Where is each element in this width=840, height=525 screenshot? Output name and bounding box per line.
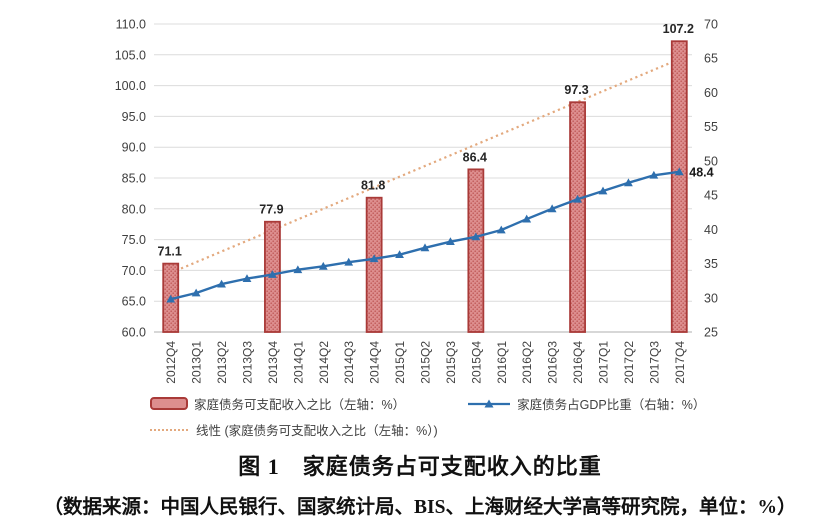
svg-text:50: 50 [704, 154, 718, 168]
svg-text:97.3: 97.3 [564, 83, 588, 97]
svg-text:65.0: 65.0 [122, 295, 146, 309]
svg-text:2013Q4: 2013Q4 [266, 341, 280, 384]
svg-text:86.4: 86.4 [463, 150, 487, 164]
bar-series-swatch-icon [150, 397, 188, 410]
svg-text:2014Q2: 2014Q2 [317, 341, 331, 384]
svg-text:60.0: 60.0 [122, 326, 146, 340]
line-series-swatch-icon [468, 399, 511, 407]
svg-text:25: 25 [704, 326, 718, 340]
svg-text:45: 45 [704, 189, 718, 203]
svg-text:70: 70 [704, 18, 718, 32]
bar-2016Q4 [569, 101, 586, 333]
svg-text:80.0: 80.0 [122, 202, 146, 216]
svg-text:35: 35 [704, 257, 718, 271]
y-axis-right-labels: 25 30 35 40 45 50 55 60 65 70 [704, 18, 718, 340]
trendline-swatch-icon [150, 428, 188, 431]
gridlines [154, 23, 692, 333]
bar-2017Q4 [670, 40, 688, 333]
chart-canvas: 60.0 65.0 70.0 75.0 80.0 85.0 90.0 95.0 100.0 105… [115, 18, 718, 384]
svg-text:60: 60 [704, 86, 718, 100]
svg-text:2017Q1: 2017Q1 [597, 341, 611, 384]
svg-text:85.0: 85.0 [122, 172, 146, 186]
line-series [166, 167, 684, 303]
legend-row-1: 家庭债务可支配收入之比（左轴：%） 家庭债务占GDP比重（右轴：%） [150, 394, 730, 413]
figure-source: （数据来源：中国人民银行、国家统计局、BIS、上海财经大学高等研究院，单位：%） [43, 497, 797, 518]
svg-text:2014Q1: 2014Q1 [291, 341, 305, 384]
svg-text:2013Q1: 2013Q1 [190, 341, 204, 384]
bar-series [162, 40, 688, 333]
bar-2014Q4 [365, 196, 383, 333]
trendline-series [170, 58, 680, 274]
svg-text:2015Q1: 2015Q1 [393, 341, 407, 384]
svg-text:2016Q4: 2016Q4 [571, 341, 585, 384]
svg-text:107.2: 107.2 [663, 22, 694, 36]
legend-item-line: 家庭债务占GDP比重（右轴：%） [467, 394, 705, 413]
figure-title: 图 1 家庭债务占可支配收入的比重 [238, 454, 602, 479]
svg-text:2017Q2: 2017Q2 [622, 341, 636, 384]
svg-text:2015Q2: 2015Q2 [419, 341, 433, 384]
svg-text:65: 65 [704, 52, 718, 66]
svg-text:2015Q3: 2015Q3 [444, 341, 458, 384]
svg-text:2013Q2: 2013Q2 [215, 341, 229, 384]
legend-bar-label: 家庭债务可支配收入之比（左轴：%） [194, 398, 406, 412]
svg-text:2015Q4: 2015Q4 [469, 341, 483, 384]
svg-text:70.0: 70.0 [122, 264, 146, 278]
svg-text:2016Q2: 2016Q2 [520, 341, 534, 384]
svg-text:2014Q4: 2014Q4 [368, 341, 382, 384]
line-end-label: 48.4 [689, 165, 713, 179]
chart-area: 60.0 65.0 70.0 75.0 80.0 85.0 90.0 95.0 100.0 105… [115, 18, 718, 384]
svg-text:40: 40 [704, 223, 718, 237]
svg-text:2016Q1: 2016Q1 [495, 341, 509, 384]
legend-item-trend: 线性 (家庭债务可支配收入之比（左轴：%）) [150, 420, 438, 439]
legend-row-2: 线性 (家庭债务可支配收入之比（左轴：%）) [150, 420, 730, 439]
svg-text:2012Q4: 2012Q4 [164, 341, 178, 384]
svg-text:110.0: 110.0 [116, 18, 146, 32]
svg-text:90.0: 90.0 [122, 141, 146, 155]
svg-text:105.0: 105.0 [115, 48, 146, 62]
svg-text:2016Q3: 2016Q3 [546, 341, 560, 384]
legend-line-label: 家庭债务占GDP比重（右轴：%） [517, 398, 706, 412]
svg-text:75.0: 75.0 [122, 233, 146, 247]
legend-item-bar: 家庭债务可支配收入之比（左轴：%） [150, 394, 405, 413]
svg-text:81.8: 81.8 [361, 179, 385, 193]
svg-text:2013Q3: 2013Q3 [241, 341, 255, 384]
svg-text:71.1: 71.1 [158, 245, 182, 259]
legend-trend-label: 线性 (家庭债务可支配收入之比（左轴：%）) [196, 424, 438, 438]
svg-text:77.9: 77.9 [259, 203, 283, 217]
svg-text:55: 55 [704, 120, 718, 134]
svg-text:2017Q3: 2017Q3 [647, 341, 661, 384]
svg-text:2017Q4: 2017Q4 [673, 341, 687, 384]
svg-text:100.0: 100.0 [115, 79, 146, 93]
y-axis-left-labels: 60.0 65.0 70.0 75.0 80.0 85.0 90.0 95.0 100.0 105… [115, 18, 146, 340]
bar-value-labels: 71.1 77.9 81.8 86.4 97.3 107.2 [158, 22, 694, 258]
svg-text:95.0: 95.0 [122, 110, 146, 124]
svg-text:30: 30 [704, 291, 718, 305]
svg-text:2014Q3: 2014Q3 [342, 341, 356, 384]
x-axis-labels: 2012Q4 2013Q1 2013Q2 2013Q3 2013Q4 2014Q1 2014… [164, 341, 687, 384]
bar-2015Q4 [467, 168, 485, 333]
chart-legend: 家庭债务可支配收入之比（左轴：%） 家庭债务占GDP比重（右轴：%） 线性 (家… [150, 394, 730, 439]
